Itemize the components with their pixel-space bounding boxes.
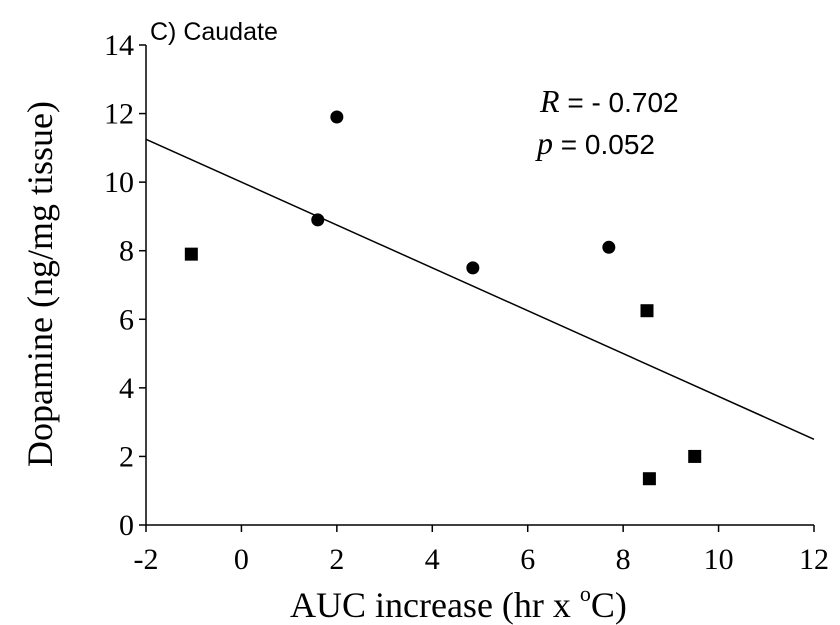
stat-p-symbol: p [535,125,553,161]
x-tick-label: 6 [520,543,535,576]
data-point-square [184,247,198,261]
y-tick-label: 12 [104,98,134,131]
x-tick-label: 8 [616,543,631,576]
x-tick-label: 10 [704,543,734,576]
x-tick-label: -2 [134,543,159,576]
x-axis-title: AUC increase (hr x oC) [290,581,627,625]
ticks [139,44,815,532]
x-tick-label: 2 [329,543,344,576]
y-tick-label: 2 [119,440,134,473]
y-tick-label: 6 [119,303,134,336]
stat-p: p = 0.052 [535,125,655,161]
data-point-circle [602,240,616,254]
stat-r: R = - 0.702 [539,83,679,119]
x-axis-title-sup: o [580,581,591,606]
x-axis-title-end: C) [591,585,627,625]
stat-r-value: = - 0.702 [560,87,679,118]
data-point-square [688,449,702,463]
y-tick-label: 4 [119,372,134,405]
y-axis-title: Dopamine (ng/mg tissue) [20,101,60,467]
data-point-circle [466,261,480,275]
data-point-square [640,304,654,318]
stat-r-symbol: R [539,83,560,119]
y-tick-label: 14 [104,29,134,62]
y-tick-label: 8 [119,235,134,268]
x-axis-title-main: AUC increase (hr x [290,585,580,625]
panel-label: C) Caudate [150,18,278,46]
x-tick-label: 0 [234,543,249,576]
data-markers [184,110,702,486]
trendline [145,138,815,440]
y-tick-label: 0 [119,509,134,542]
x-tick-label: 12 [799,543,829,576]
axes [145,45,814,526]
data-point-circle [311,213,325,227]
data-point-circle [330,110,344,124]
stat-p-value: = 0.052 [553,129,655,160]
x-tick-label: 4 [425,543,440,576]
y-tick-label: 10 [104,166,134,199]
data-point-square [642,472,656,486]
